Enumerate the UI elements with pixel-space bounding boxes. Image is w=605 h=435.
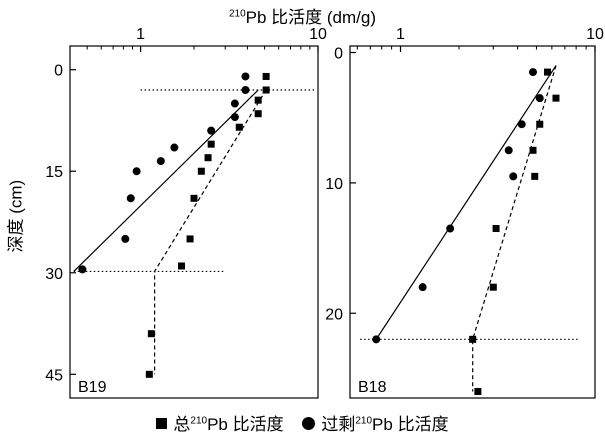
data-point-total	[552, 94, 560, 102]
fit-line-excess	[375, 65, 557, 340]
y-tick-label: 30	[45, 266, 63, 283]
legend-total-label: 总210Pb 比活度	[173, 415, 283, 434]
legend-excess-sup: 210	[355, 415, 373, 427]
plot-frame	[349, 45, 596, 399]
panel-label: B19	[78, 379, 107, 396]
data-point-excess	[446, 224, 455, 233]
x-axis-title-text: Pb 比活度 (dm/g)	[245, 8, 377, 27]
data-point-total	[145, 370, 153, 378]
y-tick-label: 15	[45, 164, 63, 181]
data-point-excess	[78, 265, 87, 274]
panel-label: B18	[358, 379, 387, 396]
y-tick-label: 0	[334, 46, 343, 63]
x-tick-label: 1	[396, 26, 405, 43]
plot-frame	[69, 45, 319, 399]
legend-excess-pre: 过剩	[321, 415, 356, 434]
legend-square-marker	[156, 418, 168, 429]
data-point-total	[186, 235, 194, 243]
data-point-total	[254, 110, 262, 118]
x-tick-label: 1	[136, 26, 145, 43]
data-point-total	[489, 283, 497, 291]
data-point-total	[254, 96, 262, 104]
fit-line-excess	[73, 89, 259, 272]
x-tick-label: 10	[309, 26, 327, 43]
data-point-excess	[230, 99, 239, 108]
data-point-total	[190, 194, 198, 202]
data-point-excess	[517, 120, 526, 129]
data-point-excess	[170, 143, 179, 152]
data-point-total	[207, 140, 215, 148]
data-point-excess	[504, 146, 513, 155]
data-point-excess	[241, 72, 250, 81]
legend: 总210Pb 比活度 过剩210Pb 比活度	[0, 410, 605, 435]
panel-b19: 1 10 0 15 30 45 B19	[45, 26, 327, 399]
panel-b18: 1 10 0 10 20 B18	[325, 26, 604, 399]
data-point-excess	[207, 126, 216, 135]
data-point-excess	[418, 283, 427, 292]
y-tick-label: 0	[54, 63, 63, 80]
data-point-excess	[132, 167, 141, 176]
data-point-total	[474, 387, 482, 395]
fit-line-total	[154, 89, 267, 375]
legend-excess-label: 过剩210Pb 比活度	[321, 415, 448, 434]
data-point-excess	[156, 157, 165, 166]
fit-line-total	[472, 65, 557, 392]
x-tick-label: 10	[586, 26, 604, 43]
y-tick-label: 45	[45, 367, 63, 384]
data-point-excess	[372, 335, 381, 344]
data-point-total	[177, 262, 185, 270]
legend-circle-marker	[302, 417, 316, 430]
data-point-excess	[230, 113, 239, 122]
data-point-total	[492, 225, 500, 233]
data-point-total	[529, 146, 537, 154]
data-point-total	[536, 120, 544, 128]
data-point-excess	[121, 234, 130, 243]
y-tick-label: 10	[325, 176, 343, 193]
data-point-total	[235, 123, 243, 131]
x-axis-title-superscript: 210	[228, 8, 246, 20]
legend-total-post: Pb 比活度	[207, 415, 284, 434]
data-point-excess	[535, 94, 544, 103]
data-point-total	[544, 68, 552, 76]
data-point-total	[204, 154, 212, 162]
data-point-total	[469, 335, 477, 343]
data-point-excess	[509, 172, 518, 181]
data-point-total	[197, 167, 205, 175]
x-axis-title: 210Pb 比活度 (dm/g)	[0, 3, 605, 28]
y-tick-label: 20	[325, 306, 343, 323]
legend-total-sup: 210	[190, 415, 208, 427]
data-point-total	[147, 330, 155, 338]
data-point-total	[531, 172, 539, 180]
legend-excess-post: Pb 比活度	[372, 415, 449, 434]
data-point-total	[262, 72, 270, 80]
legend-total-pre: 总	[173, 415, 191, 434]
data-point-excess	[126, 194, 135, 203]
data-point-excess	[529, 68, 538, 77]
data-point-excess	[241, 86, 250, 94]
data-point-total	[262, 86, 270, 94]
